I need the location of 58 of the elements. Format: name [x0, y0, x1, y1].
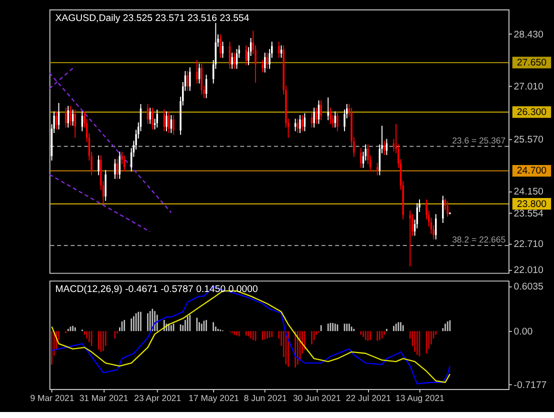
x-tick-label: 9 Mar 2021 [30, 393, 74, 404]
candlestick [280, 44, 282, 58]
candlestick [262, 60, 264, 73]
x-tick-label: 22 Jul 2021 [346, 393, 392, 404]
x-tick-label: 31 Mar 2021 [79, 393, 128, 404]
y-tick-label: -0.7177 [514, 380, 547, 391]
candlestick [152, 107, 154, 130]
candlestick [294, 118, 296, 132]
candlestick [313, 107, 315, 128]
ref-line-label: 27.650 [516, 57, 547, 68]
candlestick [299, 114, 301, 134]
candlestick [442, 195, 444, 224]
x-tick-label: 30 Jun 2021 [292, 393, 342, 404]
candlestick [330, 107, 332, 124]
candlestick [149, 107, 151, 124]
y-tick-label: 0.00 [514, 326, 533, 338]
y-tick-label: 0.6035 [514, 282, 544, 293]
candlestick [231, 52, 233, 70]
candlestick [196, 60, 198, 84]
x-tick-label: 13 Aug 2021 [396, 393, 445, 404]
candlestick [114, 158, 116, 180]
candlestick [172, 114, 174, 136]
ref-line-label: 24.700 [516, 166, 547, 177]
candlestick [264, 52, 266, 73]
y-tick-label: 23.554 [514, 208, 544, 220]
x-tick-label: 17 May 2021 [188, 393, 240, 404]
ref-line-label: 23.800 [516, 198, 547, 210]
chart-title: XAGUSD,Daily 23.525 23.571 23.516 23.554 [55, 13, 250, 24]
candlestick [376, 162, 378, 176]
candlestick [336, 110, 338, 132]
candlestick [104, 170, 106, 202]
y-tick-label: 27.010 [514, 81, 544, 92]
ref-line-label: 23.6 = 25.367 [452, 135, 506, 146]
y-tick-label: 22.010 [514, 264, 544, 276]
x-tick-label: 23 Apr 2021 [134, 393, 182, 404]
y-tick-label: 25.570 [514, 134, 544, 146]
y-tick-label: 24.150 [514, 186, 544, 198]
candlestick [245, 44, 248, 66]
candlestick [220, 34, 222, 58]
ref-line-label: 26.300 [516, 107, 547, 118]
candlestick [327, 96, 329, 121]
y-tick-label: 22.710 [514, 239, 544, 250]
x-tick-label: 8 Jun 2021 [244, 393, 288, 404]
y-tick-label: 28.430 [514, 29, 544, 40]
candlestick [70, 105, 72, 126]
candlestick [98, 154, 100, 176]
candlestick [320, 100, 322, 121]
candlestick [446, 200, 448, 218]
candlestick [186, 70, 188, 92]
candlestick [278, 41, 280, 58]
candlestick [56, 110, 58, 130]
candlestick [409, 210, 411, 267]
candlestick [189, 66, 191, 92]
candlestick [360, 148, 362, 168]
candlestick [234, 52, 236, 70]
ref-line-label: 38.2 = 22.665 [452, 234, 506, 245]
candlestick [316, 107, 318, 124]
candlestick [166, 110, 168, 132]
